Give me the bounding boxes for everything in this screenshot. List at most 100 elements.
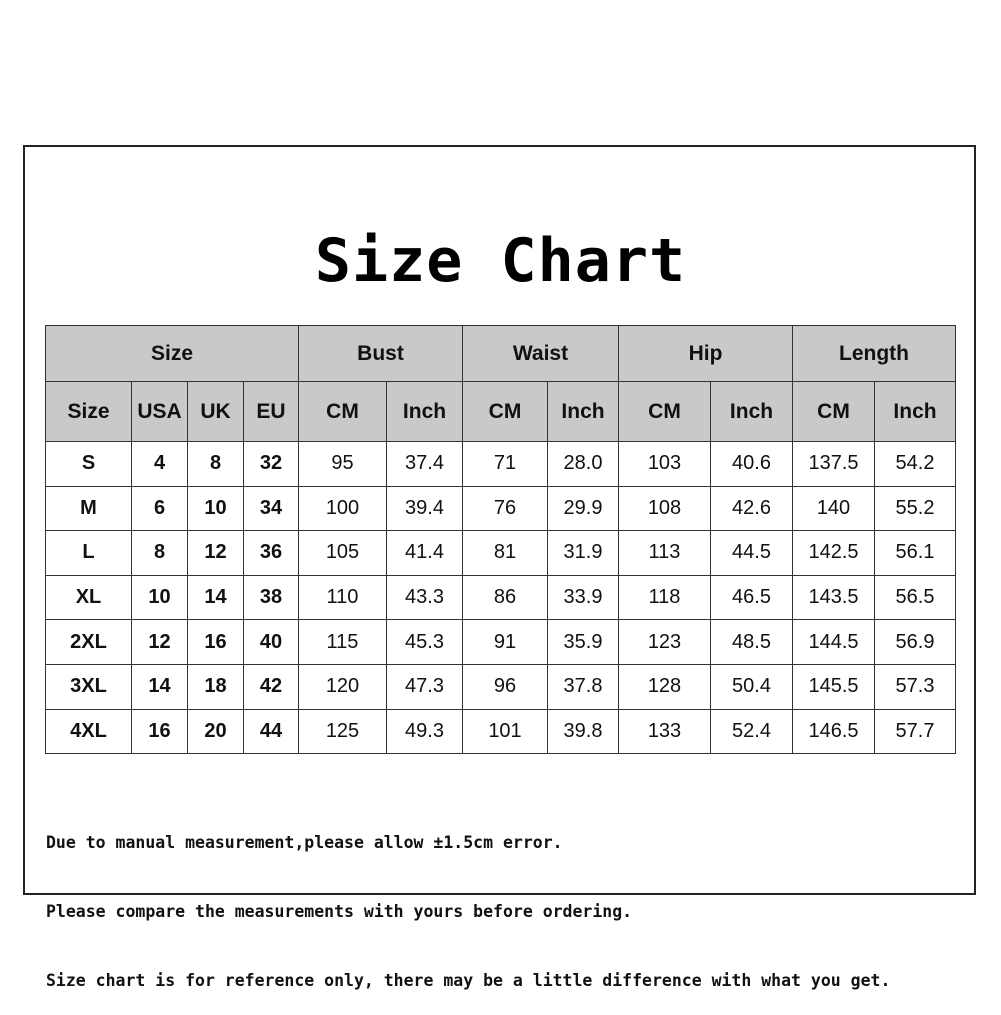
table-cell: 56.1 xyxy=(874,530,956,576)
table-cell: 71 xyxy=(462,441,548,487)
group-header: Hip xyxy=(618,325,793,382)
column-header: Size xyxy=(45,381,132,442)
table-cell: 40.6 xyxy=(710,441,793,487)
table-cell: 42.6 xyxy=(710,485,793,532)
table-cell: 47.3 xyxy=(386,663,463,710)
table-cell: 8 xyxy=(187,441,244,487)
table-cell: 12 xyxy=(187,530,244,576)
column-header: EU xyxy=(243,381,299,442)
column-header: CM xyxy=(618,381,711,442)
table-cell: 31.9 xyxy=(547,530,619,576)
table-row: XL 10 14 38 110 43.3 86 33.9 118 46.5 143.5 56.5 xyxy=(45,574,956,621)
table-cell: 81 xyxy=(462,530,548,576)
note-line: Size chart is for reference only, there … xyxy=(46,971,891,990)
table-cell: 56.5 xyxy=(874,574,956,621)
table-cell: 6 xyxy=(131,485,188,532)
table-cell: 32 xyxy=(243,441,299,487)
table-cell: 145.5 xyxy=(792,663,875,710)
table-cell: 34 xyxy=(243,485,299,532)
table-cell: 143.5 xyxy=(792,574,875,621)
table-cell: 10 xyxy=(131,574,188,621)
table-cell: 96 xyxy=(462,663,548,710)
table-row: 2XL 12 16 40 115 45.3 91 35.9 123 48.5 144.5 56.9 xyxy=(45,619,956,665)
table-cell: 128 xyxy=(618,663,711,710)
table-cell: 37.8 xyxy=(547,663,619,710)
notes: Due to manual measurement,please allow ±… xyxy=(46,785,890,1015)
table-cell: 16 xyxy=(131,708,188,755)
table-cell: 44 xyxy=(243,708,299,755)
group-header: Length xyxy=(792,325,956,382)
column-header: Inch xyxy=(874,381,956,442)
table-cell: 44.5 xyxy=(710,530,793,576)
table-cell: 86 xyxy=(462,574,548,621)
table-cell: 105 xyxy=(298,530,387,576)
table-cell: 54.2 xyxy=(874,441,956,487)
table-cell: 36 xyxy=(243,530,299,576)
column-header: UK xyxy=(187,381,244,442)
table-row: M 6 10 34 100 39.4 76 29.9 108 42.6 140 55.2 xyxy=(45,485,956,532)
table-cell: 3XL xyxy=(45,663,132,710)
table-cell: 125 xyxy=(298,708,387,755)
table-cell: 43.3 xyxy=(386,574,463,621)
table-cell: 14 xyxy=(187,574,244,621)
table-cell: 38 xyxy=(243,574,299,621)
table-cell: 120 xyxy=(298,663,387,710)
table-cell: 57.3 xyxy=(874,663,956,710)
table-cell: 18 xyxy=(187,663,244,710)
table-row: S 4 8 32 95 37.4 71 28.0 103 40.6 137.5 54.2 xyxy=(45,441,956,487)
table-cell: 144.5 xyxy=(792,619,875,665)
table-cell: 12 xyxy=(131,619,188,665)
table-cell: 4XL xyxy=(45,708,132,755)
table-cell: 113 xyxy=(618,530,711,576)
chart-frame xyxy=(23,145,976,895)
table-cell: 56.9 xyxy=(874,619,956,665)
table-cell: 103 xyxy=(618,441,711,487)
table-cell: 110 xyxy=(298,574,387,621)
table-cell: 46.5 xyxy=(710,574,793,621)
table-cell: 39.4 xyxy=(386,485,463,532)
table-cell: 33.9 xyxy=(547,574,619,621)
table-cell: 91 xyxy=(462,619,548,665)
table-cell: 41.4 xyxy=(386,530,463,576)
table-cell: L xyxy=(45,530,132,576)
table-cell: M xyxy=(45,485,132,532)
column-header: CM xyxy=(298,381,387,442)
table-cell: 55.2 xyxy=(874,485,956,532)
table-cell: 108 xyxy=(618,485,711,532)
table-cell: 57.7 xyxy=(874,708,956,755)
table-cell: 39.8 xyxy=(547,708,619,755)
table-cell: 45.3 xyxy=(386,619,463,665)
table-cell: 10 xyxy=(187,485,244,532)
table-cell: 8 xyxy=(131,530,188,576)
column-header-row: Size USA UK EU CM Inch CM Inch CM Inch CM Inch xyxy=(45,381,956,442)
table-cell: 20 xyxy=(187,708,244,755)
table-cell: 137.5 xyxy=(792,441,875,487)
note-line: Please compare the measurements with you… xyxy=(46,902,633,921)
column-header: Inch xyxy=(386,381,463,442)
table-cell: 115 xyxy=(298,619,387,665)
group-header: Bust xyxy=(298,325,463,382)
note-line: Due to manual measurement,please allow ±… xyxy=(46,833,563,852)
size-table: Size Bust Waist Hip Length Size USA UK EU CM Inch C… xyxy=(45,325,956,755)
table-cell: 4 xyxy=(131,441,188,487)
table-cell: 146.5 xyxy=(792,708,875,755)
table-cell: 101 xyxy=(462,708,548,755)
table-cell: 49.3 xyxy=(386,708,463,755)
page-title: Size Chart xyxy=(314,226,687,296)
table-row: 3XL 14 18 42 120 47.3 96 37.8 128 50.4 145.5 57.3 xyxy=(45,663,956,710)
column-header: Inch xyxy=(710,381,793,442)
table-cell: 95 xyxy=(298,441,387,487)
column-header: CM xyxy=(792,381,875,442)
table-row: 4XL 16 20 44 125 49.3 101 39.8 133 52.4 146.5 57.7 xyxy=(45,708,956,755)
group-header: Size xyxy=(45,325,299,382)
column-header: USA xyxy=(131,381,188,442)
table-cell: 2XL xyxy=(45,619,132,665)
group-header: Waist xyxy=(462,325,619,382)
table-cell: 42 xyxy=(243,663,299,710)
table-cell: 142.5 xyxy=(792,530,875,576)
column-header: CM xyxy=(462,381,548,442)
table-cell: 16 xyxy=(187,619,244,665)
table-cell: 28.0 xyxy=(547,441,619,487)
table-cell: 123 xyxy=(618,619,711,665)
table-cell: 133 xyxy=(618,708,711,755)
